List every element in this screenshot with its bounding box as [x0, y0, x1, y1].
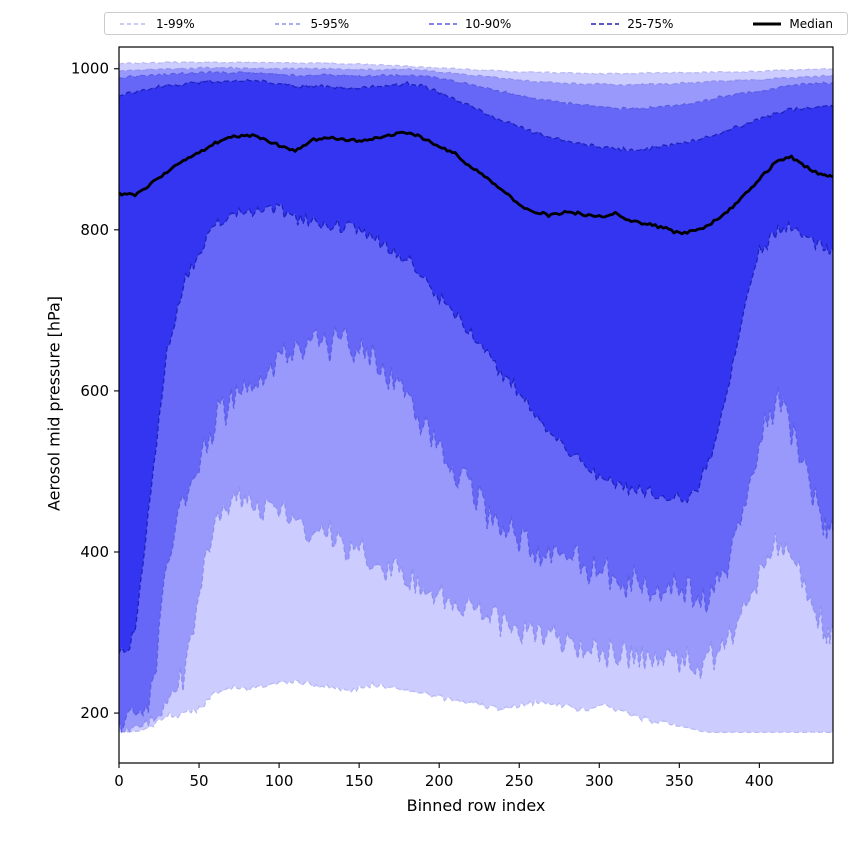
band-lower-edge-5-95% [119, 486, 833, 733]
x-tick-label: 150 [345, 772, 374, 790]
legend-swatch-5-95% [274, 22, 303, 25]
legend-label: 5-95% [310, 16, 350, 31]
legend-label: 10-90% [465, 16, 512, 31]
band-lower-edge-10-90% [119, 323, 833, 734]
y-tick-label: 400 [80, 543, 109, 561]
y-tick-label: 200 [80, 704, 109, 722]
x-tick-label: 400 [745, 772, 774, 790]
band-upper-edge-25-75% [119, 78, 833, 152]
y-tick-label: 1000 [71, 60, 109, 78]
y-axis-label: Aerosol mid pressure [hPa] [44, 296, 64, 512]
band-upper-edge-10-90% [119, 70, 833, 111]
band-lower-edge-25-75% [119, 202, 833, 654]
legend-item-10-90%: 10-90% [428, 17, 511, 31]
legend-item-25-75%: 25-75% [590, 17, 673, 31]
legend-label: 1-99% [156, 16, 195, 31]
legend: 1-99% 5-95% 10-90% 25-75% Median [104, 12, 848, 35]
legend-item-1-99%: 1-99% [119, 17, 195, 31]
x-tick-label: 100 [265, 772, 294, 790]
x-tick-label: 50 [189, 772, 208, 790]
legend-swatch-10-90% [429, 22, 458, 25]
x-tick-label: 200 [425, 772, 454, 790]
plot-border [118, 46, 834, 764]
bands-group [119, 61, 833, 734]
x-axis-label: Binned row index [406, 796, 546, 815]
x-tick-label: 250 [505, 772, 534, 790]
x-tick-label: 350 [665, 772, 694, 790]
y-tick-label: 800 [80, 221, 109, 239]
median-line [119, 130, 833, 236]
legend-label: 25-75% [627, 16, 674, 31]
x-tick-label: 0 [114, 772, 124, 790]
y-tick-label: 600 [80, 382, 109, 400]
legend-swatch-25-75% [591, 22, 620, 25]
legend-swatch-Median [753, 22, 782, 25]
legend-swatch-1-99% [120, 22, 148, 25]
x-tick-label: 300 [585, 772, 614, 790]
band-upper-edge-5-95% [119, 66, 833, 87]
legend-item-Median: Median [752, 17, 833, 31]
axis-ticks: 0 50 100 150 200 250 300 350 400 200 400 600 800 1000 [71, 60, 774, 790]
band-upper-edge-1-99% [119, 61, 833, 75]
legend-item-5-95%: 5-95% [274, 16, 350, 31]
band-lower-edge-1-99% [119, 679, 833, 734]
legend-label: Median [789, 16, 833, 31]
